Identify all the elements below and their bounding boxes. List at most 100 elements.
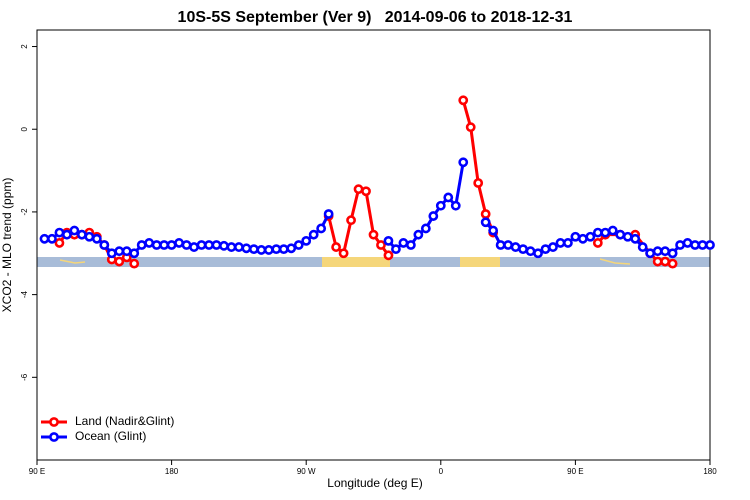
- x-tick-label: 90 W: [297, 467, 316, 476]
- y-tick-label: 0: [20, 126, 29, 131]
- series-marker: [435, 200, 446, 211]
- series-marker: [114, 246, 125, 257]
- series-marker: [301, 235, 312, 246]
- series-marker: [278, 244, 289, 255]
- series-marker: [667, 258, 678, 269]
- series-marker: [413, 229, 424, 240]
- series-marker: [660, 256, 671, 267]
- series-marker: [376, 240, 386, 250]
- island-marks: [59, 258, 631, 265]
- series-marker: [518, 244, 528, 255]
- y-axis-label: XCO2 - MLO trend (ppm): [0, 178, 14, 313]
- legend-label: Ocean (Glint): [75, 429, 146, 443]
- legend-marker: [49, 432, 59, 442]
- series-marker: [667, 248, 678, 259]
- series-marker: [346, 215, 356, 226]
- series-marker: [233, 242, 244, 252]
- series-marker: [248, 244, 259, 255]
- series-marker: [271, 244, 282, 255]
- series-marker: [211, 240, 222, 250]
- series-marker: [443, 192, 454, 203]
- series-marker: [705, 240, 715, 250]
- series-marker: [675, 240, 685, 250]
- series-marker: [99, 240, 110, 250]
- series-marker: [585, 231, 596, 242]
- series-marker: [682, 238, 693, 248]
- series-marker: [316, 223, 327, 234]
- series-marker: [510, 242, 521, 252]
- series-marker: [450, 200, 461, 211]
- series-marker: [144, 238, 155, 248]
- series-marker: [189, 242, 199, 252]
- series-marker: [129, 248, 140, 259]
- series-marker: [241, 243, 252, 254]
- series-marker: [480, 217, 491, 228]
- series-marker: [174, 238, 184, 248]
- series-marker: [465, 122, 476, 133]
- series-marker: [39, 233, 50, 244]
- series-marker: [525, 246, 536, 257]
- series-marker: [76, 229, 87, 240]
- series-marker: [405, 240, 416, 250]
- series-marker: [54, 227, 65, 238]
- series-marker: [548, 242, 558, 252]
- series-marker: [473, 178, 484, 188]
- series-marker: [151, 240, 162, 250]
- series-marker: [420, 223, 431, 234]
- series-marker: [652, 256, 663, 267]
- series-marker: [690, 240, 700, 250]
- series-marker: [204, 240, 214, 250]
- series-marker: [368, 229, 379, 240]
- x-tick-label: 90 E: [29, 467, 45, 476]
- series-marker: [592, 227, 603, 238]
- series-marker: [338, 248, 349, 259]
- series-marker: [592, 238, 603, 248]
- series-marker: [697, 240, 708, 250]
- series-marker: [637, 242, 648, 252]
- series-marker: [615, 229, 626, 240]
- series-marker: [256, 245, 267, 255]
- series-marker: [652, 246, 663, 257]
- series-marker: [323, 209, 334, 219]
- series-marker: [563, 238, 573, 248]
- series-marker: [353, 184, 364, 195]
- y-tick-label: -6: [20, 373, 29, 381]
- series-marker: [196, 240, 207, 250]
- legend-label: Land (Nadir&Glint): [75, 414, 174, 428]
- series-marker: [114, 256, 125, 267]
- series-marker: [121, 246, 132, 257]
- series-marker: [600, 227, 611, 238]
- series-marker: [570, 231, 581, 242]
- series-marker: [226, 242, 237, 252]
- series-marker: [286, 243, 297, 254]
- series-marker: [480, 209, 491, 219]
- series-marker: [622, 231, 633, 242]
- series-marker: [383, 235, 394, 246]
- x-tick-label: 90 E: [567, 467, 583, 476]
- series-marker: [106, 248, 117, 259]
- series-marker: [62, 229, 72, 240]
- series-marker: [398, 238, 409, 248]
- series-marker: [159, 240, 170, 250]
- series-marker: [91, 233, 102, 244]
- series-marker: [47, 233, 57, 244]
- x-tick-label: 180: [165, 467, 179, 476]
- series-marker: [503, 240, 513, 250]
- y-tick-label: 2: [20, 44, 29, 49]
- series-marker: [84, 231, 95, 242]
- series-marker: [308, 229, 319, 240]
- series-marker: [54, 238, 65, 248]
- series-marker: [383, 250, 394, 261]
- series-marker: [136, 240, 147, 250]
- x-axis-label: Longitude (deg E): [327, 476, 422, 490]
- series-marker: [488, 225, 499, 236]
- series-marker: [361, 186, 371, 197]
- series-marker: [458, 157, 469, 168]
- series-marker: [495, 240, 506, 250]
- series-marker: [428, 211, 439, 221]
- series-marker: [533, 248, 543, 259]
- legend-marker: [49, 417, 59, 427]
- y-tick-label: -4: [20, 291, 29, 299]
- series-marker: [129, 258, 140, 269]
